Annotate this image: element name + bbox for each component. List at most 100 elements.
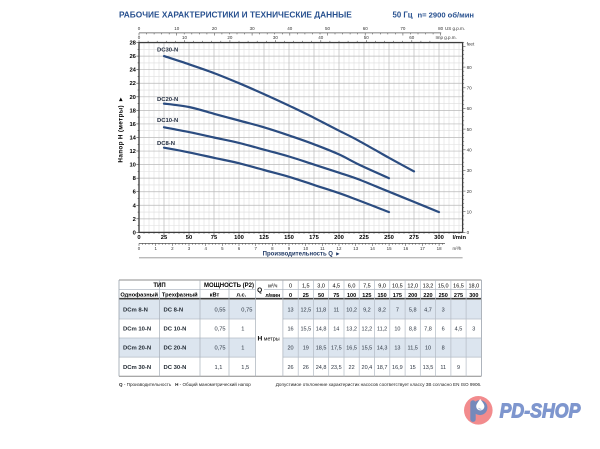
svg-text:16: 16 xyxy=(129,122,136,128)
svg-text:15,0: 15,0 xyxy=(438,283,449,289)
svg-text:l/min: l/min xyxy=(453,235,467,241)
svg-text:12,0: 12,0 xyxy=(407,283,418,289)
svg-text:9,2: 9,2 xyxy=(363,308,371,314)
svg-text:4,5: 4,5 xyxy=(455,327,463,333)
svg-text:20: 20 xyxy=(467,189,473,194)
svg-text:H метры: H метры xyxy=(258,335,280,342)
svg-text:6: 6 xyxy=(442,327,445,333)
svg-text:feet: feet xyxy=(467,41,475,46)
svg-text:70: 70 xyxy=(467,86,473,91)
svg-text:m³/h: m³/h xyxy=(453,246,462,251)
svg-text:50: 50 xyxy=(325,26,331,31)
svg-text:0: 0 xyxy=(133,230,136,236)
svg-text:50 Гц: 50 Гц xyxy=(393,10,413,19)
svg-text:12,2: 12,2 xyxy=(362,327,373,333)
svg-text:Производительность Q ▸: Производительность Q ▸ xyxy=(263,252,341,258)
svg-text:200: 200 xyxy=(408,293,417,299)
svg-text:0,55: 0,55 xyxy=(215,308,226,314)
svg-text:30: 30 xyxy=(467,168,473,173)
svg-text:14,3: 14,3 xyxy=(377,346,388,352)
svg-text:4,5: 4,5 xyxy=(332,283,340,289)
svg-text:US g.p.m.: US g.p.m. xyxy=(445,26,465,31)
svg-text:28: 28 xyxy=(129,41,136,47)
svg-text:13,2: 13,2 xyxy=(346,327,357,333)
svg-text:60: 60 xyxy=(363,26,369,31)
svg-text:0: 0 xyxy=(289,293,292,299)
svg-text:60: 60 xyxy=(467,106,473,111)
svg-text:20: 20 xyxy=(129,95,135,101)
svg-text:18,0: 18,0 xyxy=(468,283,479,289)
svg-text:1: 1 xyxy=(241,346,244,352)
svg-text:20,4: 20,4 xyxy=(362,365,373,371)
svg-text:Трехфазный: Трехфазный xyxy=(162,292,198,299)
svg-text:15: 15 xyxy=(387,246,392,251)
svg-text:Q: Q xyxy=(257,287,262,294)
svg-text:10: 10 xyxy=(303,246,308,251)
svg-text:10: 10 xyxy=(394,327,400,333)
svg-text:кВт: кВт xyxy=(210,293,220,299)
svg-text:8: 8 xyxy=(442,346,445,352)
svg-text:0,75: 0,75 xyxy=(241,308,252,314)
svg-text:7: 7 xyxy=(254,246,257,251)
svg-text:Q - Производительность H - О: Q - Производительность H - Общий маномет… xyxy=(119,381,251,387)
svg-text:8: 8 xyxy=(271,246,274,251)
svg-text:DC10-N: DC10-N xyxy=(157,118,178,124)
svg-text:1,5: 1,5 xyxy=(241,365,249,371)
svg-text:16,9: 16,9 xyxy=(392,365,403,371)
svg-text:125: 125 xyxy=(259,235,269,241)
svg-text:0: 0 xyxy=(467,230,470,235)
svg-text:25: 25 xyxy=(161,235,168,241)
svg-text:17,5: 17,5 xyxy=(331,346,342,352)
svg-text:9: 9 xyxy=(288,246,291,251)
svg-text:250: 250 xyxy=(439,293,448,299)
svg-text:11: 11 xyxy=(440,365,446,371)
svg-text:40: 40 xyxy=(467,148,473,153)
svg-text:0: 0 xyxy=(138,35,141,40)
svg-text:14,8: 14,8 xyxy=(316,327,327,333)
svg-text:18: 18 xyxy=(437,246,442,251)
svg-text:26: 26 xyxy=(129,54,136,60)
svg-text:80: 80 xyxy=(467,65,473,70)
svg-text:275: 275 xyxy=(409,235,419,241)
svg-text:125: 125 xyxy=(362,293,371,299)
svg-text:3: 3 xyxy=(442,308,445,314)
svg-text:13: 13 xyxy=(353,246,358,251)
svg-text:60: 60 xyxy=(409,35,415,40)
svg-text:23,5: 23,5 xyxy=(331,365,342,371)
svg-text:1: 1 xyxy=(241,327,244,333)
svg-text:20: 20 xyxy=(227,35,233,40)
svg-text:26: 26 xyxy=(287,365,293,371)
svg-text:DCm 8-N: DCm 8-N xyxy=(123,308,148,314)
svg-text:л/мин: л/мин xyxy=(265,293,280,299)
svg-text:200: 200 xyxy=(334,235,344,241)
svg-text:150: 150 xyxy=(284,235,294,241)
svg-text:19: 19 xyxy=(303,346,309,352)
svg-text:50: 50 xyxy=(186,235,192,241)
svg-text:6,0: 6,0 xyxy=(348,283,356,289)
svg-text:100: 100 xyxy=(234,235,244,241)
svg-text:275: 275 xyxy=(454,293,463,299)
svg-text:15,5: 15,5 xyxy=(362,346,373,352)
svg-text:20: 20 xyxy=(212,26,218,31)
svg-text:2: 2 xyxy=(171,246,174,251)
svg-text:1,5: 1,5 xyxy=(302,283,310,289)
svg-text:18,5: 18,5 xyxy=(316,346,327,352)
svg-text:24: 24 xyxy=(129,68,136,74)
svg-text:6: 6 xyxy=(133,190,137,196)
svg-text:0: 0 xyxy=(289,283,292,289)
svg-text:15: 15 xyxy=(410,365,416,371)
svg-text:16,5: 16,5 xyxy=(453,283,464,289)
svg-text:0: 0 xyxy=(137,235,140,241)
svg-text:DC 30-N: DC 30-N xyxy=(164,365,187,371)
svg-text:МОЩНОСТЬ (P2): МОЩНОСТЬ (P2) xyxy=(204,283,254,289)
svg-text:DC 10-N: DC 10-N xyxy=(164,327,187,333)
svg-text:50: 50 xyxy=(318,293,324,299)
svg-text:5: 5 xyxy=(221,246,224,251)
svg-text:18,7: 18,7 xyxy=(377,365,388,371)
svg-text:220: 220 xyxy=(423,293,432,299)
svg-text:11: 11 xyxy=(320,246,325,251)
svg-text:40: 40 xyxy=(318,35,324,40)
svg-text:225: 225 xyxy=(359,235,369,241)
svg-text:12,5: 12,5 xyxy=(300,308,311,314)
svg-text:12: 12 xyxy=(129,149,135,155)
